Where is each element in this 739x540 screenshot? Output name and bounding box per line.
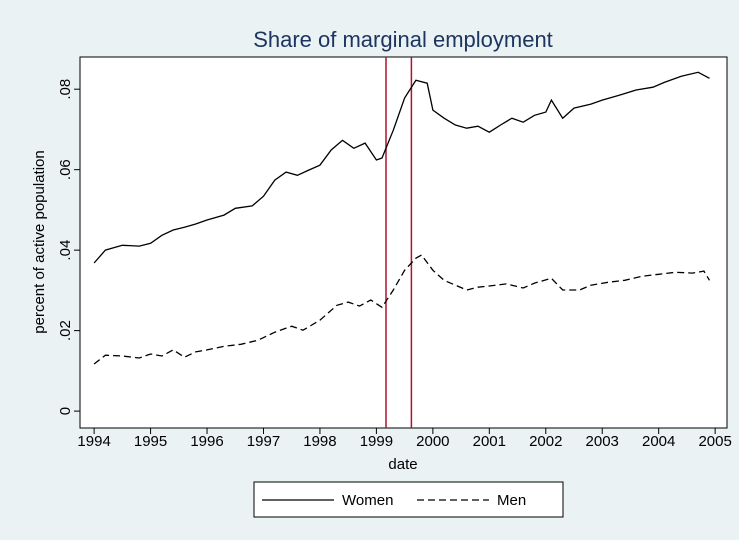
y-tick-label: 0 (57, 407, 74, 415)
legend-label: Women (342, 492, 393, 509)
x-tick-label: 1999 (360, 433, 393, 450)
x-tick-label: 1995 (134, 433, 167, 450)
y-tick-label: .02 (57, 320, 74, 341)
y-tick-label: .08 (57, 79, 74, 100)
x-tick-label: 1998 (303, 433, 336, 450)
x-tick-label: 2001 (473, 433, 506, 450)
y-tick-label: .04 (57, 240, 74, 261)
x-tick-label: 2000 (416, 433, 449, 450)
x-tick-label: 1994 (77, 433, 110, 450)
chart-title: Share of marginal employment (253, 27, 553, 52)
x-tick-label: 2004 (642, 433, 675, 450)
y-tick-label: .06 (57, 159, 74, 180)
x-axis-title: date (388, 456, 417, 473)
x-tick-label: 2002 (529, 433, 562, 450)
x-tick-label: 2003 (586, 433, 619, 450)
line (93, 254, 711, 365)
plot-area (79, 56, 728, 429)
legend-label: Men (497, 492, 526, 509)
x-tick-label: 1996 (190, 433, 223, 450)
x-tick-label: 1997 (247, 433, 280, 450)
x-tick-label: 2005 (698, 433, 731, 450)
line (93, 71, 710, 264)
y-axis-title: percent of active population (31, 150, 48, 333)
